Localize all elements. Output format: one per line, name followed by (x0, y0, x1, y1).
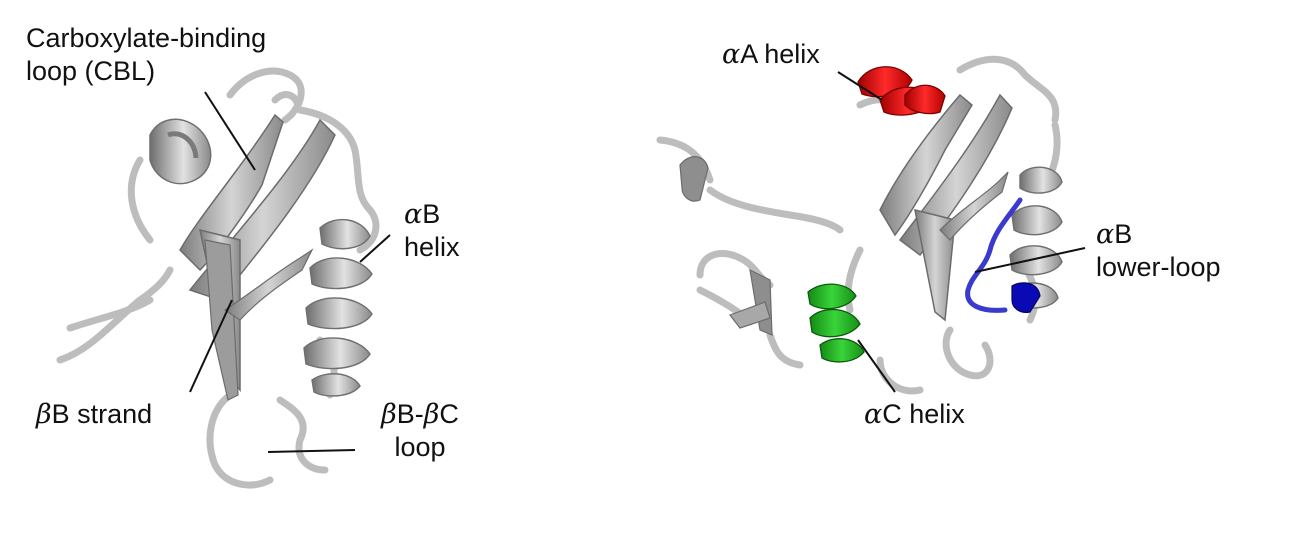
cbl-label-line1: Carboxylate-binding (26, 23, 267, 53)
loop-label-greek1: β (381, 399, 397, 430)
right-protein-cartoon (656, 55, 1063, 395)
alphaA-helix-label: αA helix (722, 38, 820, 71)
left-protein-cartoon (56, 67, 380, 489)
alphaB-label-greek: α (404, 199, 423, 230)
right-left-strand-c (729, 301, 771, 329)
alphaB-label-line2: helix (404, 232, 460, 262)
right-sheet-strand-1 (879, 93, 973, 237)
cbl-leader-line (204, 91, 256, 171)
cbl-label-line2: loop (CBL) (26, 56, 156, 86)
loop-leader-line (267, 449, 356, 453)
alphaB-lower-loop-tip (1011, 282, 1041, 313)
alphaB-lower-line2: lower-loop (1096, 252, 1221, 282)
alphaC-leader-line (857, 339, 896, 393)
alphaA-leader-line (837, 71, 883, 101)
alphaC-label-greek: α (864, 399, 883, 430)
loop-label-line2: loop (394, 432, 446, 462)
right-sheet-strand-4 (939, 171, 1009, 241)
alphaA-label-text: A helix (740, 39, 820, 69)
right-left-strand-b (749, 268, 773, 336)
right-sheet-strand-3 (914, 208, 956, 322)
left-top-helix-turn (167, 131, 199, 159)
alphaB-lower-leader-line (974, 247, 1086, 273)
right-left-strand-a (679, 156, 709, 202)
left-betaB-strand-shade (204, 239, 239, 401)
alphaB-lower-line1: B (1114, 219, 1133, 249)
left-sheet-strand-3 (223, 248, 314, 321)
betaB-label-greek: β (36, 399, 52, 430)
betaB-betaC-loop-label: βB-βC loop (360, 398, 480, 464)
betaB-label-text: B strand (51, 399, 153, 429)
loop-label-mid: B- (396, 399, 424, 429)
betaB-leader-line (189, 299, 233, 393)
alphaB-label-line1: B (422, 199, 441, 229)
cbl-label: Carboxylate-binding loop (CBL) (26, 22, 266, 88)
betaB-strand-label: βB strand (36, 398, 152, 431)
alphaB-lower-loop-label: αB lower-loop (1096, 218, 1221, 284)
alphaC-label-text: C helix (882, 399, 965, 429)
alphaB-leader-line (359, 234, 391, 263)
loop-label-end: C (439, 399, 459, 429)
alphaB-lower-greek: α (1096, 219, 1115, 250)
alphaA-helix-red (857, 66, 946, 116)
left-top-helix (149, 118, 212, 185)
alphaC-helix-label: αC helix (864, 398, 965, 431)
loop-label-greek2: β (423, 399, 440, 430)
left-leader-lines (189, 91, 391, 453)
alphaB-label: αB helix (404, 198, 460, 264)
left-alphaB-helix (303, 218, 373, 397)
right-leader-lines (837, 71, 1086, 393)
alphaC-helix-green (807, 283, 865, 363)
alphaA-label-greek: α (722, 39, 741, 70)
